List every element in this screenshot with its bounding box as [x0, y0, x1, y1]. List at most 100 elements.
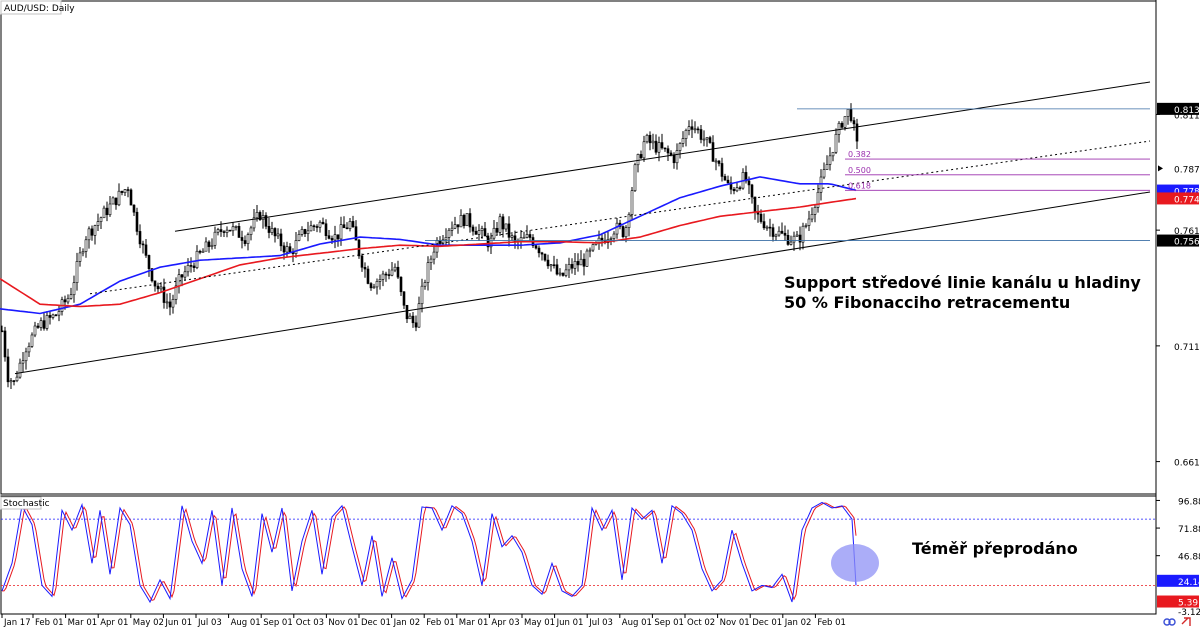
candle: [693, 121, 697, 134]
candle: [288, 243, 292, 253]
candle-body: [657, 142, 661, 153]
candle: [84, 236, 88, 258]
candle: [30, 332, 34, 348]
candle-body: [390, 269, 394, 276]
candle: [762, 213, 766, 230]
candle-body: [423, 282, 427, 287]
candle-body: [18, 362, 22, 378]
candle-body: [432, 251, 436, 260]
candles-series: [0, 103, 859, 390]
candle-body: [480, 228, 484, 231]
candle: [468, 208, 472, 233]
stoch-marker-label: 5.39: [1178, 599, 1198, 609]
candle-body: [258, 212, 262, 220]
candle-body: [702, 138, 706, 141]
candle: [642, 135, 646, 162]
candle: [183, 265, 187, 281]
candle-body: [264, 215, 268, 227]
candle-body: [342, 224, 346, 229]
candle: [738, 185, 742, 191]
candle: [117, 183, 121, 207]
candle: [675, 143, 679, 170]
candle-body: [192, 265, 196, 268]
candle-body: [111, 197, 115, 205]
candle-body: [0, 330, 4, 333]
candle-body: [849, 108, 853, 121]
candle: [783, 225, 787, 241]
candle-body: [498, 216, 502, 233]
candle: [663, 147, 667, 152]
candle: [372, 283, 376, 289]
candle: [684, 128, 688, 147]
candle-body: [486, 235, 490, 248]
link-icon[interactable]: [1181, 617, 1191, 626]
candle-body: [165, 301, 169, 304]
candle-body: [384, 273, 388, 276]
candle: [384, 271, 388, 282]
candle-body: [156, 285, 160, 290]
candle-body: [141, 243, 145, 246]
candle-body: [72, 282, 76, 296]
candle: [15, 370, 19, 383]
candle-body: [282, 245, 286, 253]
candle-body: [567, 264, 571, 271]
candle-body: [249, 227, 253, 235]
candle: [180, 274, 184, 287]
candle: [813, 204, 817, 223]
candle-body: [612, 233, 616, 239]
candle: [36, 322, 40, 329]
stoch-marker-bg: [1157, 574, 1199, 587]
candle-body: [351, 221, 355, 227]
candle: [168, 292, 172, 316]
candle-body: [675, 150, 679, 164]
x-tick-label: Apr 03: [491, 618, 519, 628]
candle: [129, 188, 133, 206]
candle: [573, 252, 577, 275]
candle-body: [189, 265, 193, 267]
candle: [564, 263, 568, 278]
candle-body: [483, 228, 487, 237]
candle: [585, 248, 589, 267]
candle-body: [186, 265, 190, 273]
x-tick-label: Jul 03: [588, 618, 613, 628]
candle: [453, 216, 457, 230]
candle-body: [30, 334, 34, 347]
candle: [459, 209, 463, 228]
candle: [267, 217, 271, 239]
candle-body: [315, 226, 319, 228]
candle: [369, 282, 373, 291]
candle: [24, 347, 28, 370]
candle: [210, 238, 214, 250]
candle-body: [96, 221, 100, 226]
candle-body: [90, 228, 94, 236]
candle: [393, 263, 397, 273]
candle-body: [303, 229, 307, 234]
candle-body: [93, 225, 97, 236]
candle: [93, 224, 97, 245]
candle: [21, 352, 25, 373]
candle-body: [450, 227, 454, 231]
candle: [498, 213, 502, 236]
candle-body: [708, 137, 712, 143]
candle-body: [45, 315, 49, 329]
ma-blue-line: [0, 176, 857, 315]
candle-body: [414, 322, 418, 328]
candle-body: [222, 231, 226, 233]
candle: [708, 135, 712, 144]
candle-body: [780, 230, 784, 234]
candle-body: [585, 250, 589, 267]
candle-body: [666, 148, 670, 154]
candle-body: [99, 217, 103, 222]
x-tick-label: Jul 03: [197, 618, 222, 628]
candle: [795, 231, 799, 237]
candle-body: [24, 351, 28, 362]
candle: [450, 221, 454, 237]
candle: [786, 229, 790, 246]
candle: [54, 314, 58, 317]
candle: [120, 190, 124, 196]
candle-body: [294, 240, 298, 254]
candle: [696, 126, 700, 134]
candle-body: [123, 189, 127, 193]
